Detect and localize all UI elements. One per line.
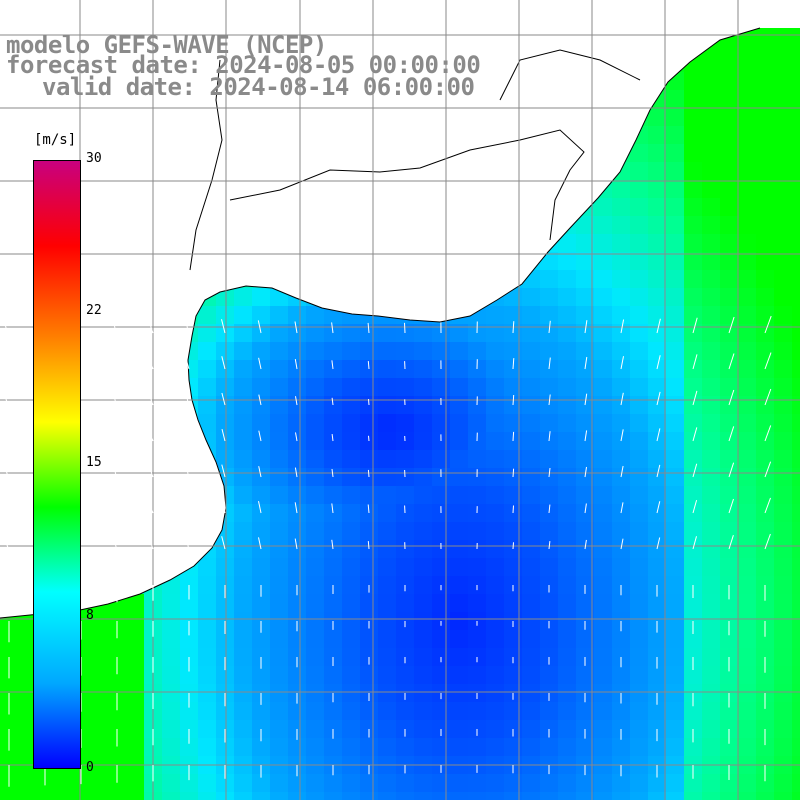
land-mask bbox=[0, 0, 800, 618]
forecast-date: forecast date: 2024-08-05 00:00:00 bbox=[6, 51, 481, 79]
colorbar-unit: [m/s] bbox=[34, 132, 77, 148]
coastline bbox=[0, 27, 761, 619]
colorbar-tick-8: 8 bbox=[86, 608, 94, 623]
colorbar-tick-0: 0 bbox=[86, 760, 94, 775]
colorbar-tick-15: 15 bbox=[86, 455, 102, 470]
border-line bbox=[189, 49, 641, 271]
valid-date: valid date: 2024-08-14 06:00:00 bbox=[42, 73, 475, 101]
model-title: modelo GEFS-WAVE (NCEP) bbox=[6, 31, 327, 59]
colorbar-tick-22: 22 bbox=[86, 303, 102, 318]
colorbar-tick-30: 30 bbox=[86, 151, 102, 166]
colorbar bbox=[33, 160, 81, 769]
